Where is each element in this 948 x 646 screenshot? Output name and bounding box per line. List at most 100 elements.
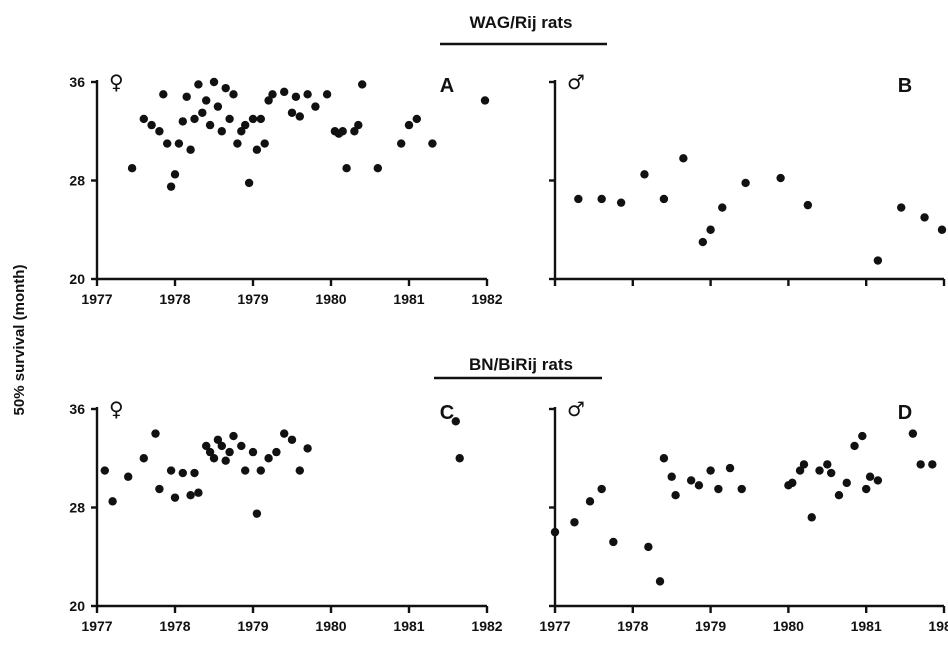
- data-point: [609, 537, 618, 547]
- data-point: [718, 203, 727, 212]
- data-point: [897, 203, 906, 212]
- y-tick-label: 36: [69, 401, 85, 417]
- data-point: [597, 484, 606, 494]
- sex-symbol: ♂: [567, 397, 585, 421]
- data-point: [350, 127, 359, 136]
- data-point: [229, 90, 238, 99]
- data-point: [574, 194, 583, 204]
- data-point: [659, 454, 669, 463]
- data-point: [213, 435, 223, 444]
- data-point: [186, 490, 195, 500]
- data-point: [244, 178, 254, 188]
- data-point: [412, 114, 421, 124]
- y-tick-label: 28: [69, 173, 85, 189]
- data-point: [108, 497, 117, 506]
- data-point: [248, 447, 258, 457]
- data-point: [342, 163, 351, 173]
- data-point: [686, 476, 696, 485]
- data-point: [225, 114, 234, 124]
- x-tick-label: 1978: [617, 618, 648, 634]
- data-point: [850, 441, 859, 451]
- y-axis-label: 50% survival (month): [11, 265, 28, 416]
- data-point: [480, 96, 490, 105]
- x-tick-label: 1982: [471, 618, 502, 634]
- data-point: [823, 460, 832, 469]
- data-point: [272, 447, 281, 457]
- data-point: [455, 454, 464, 463]
- data-point: [795, 466, 805, 475]
- data-point: [151, 429, 160, 438]
- data-point: [322, 90, 332, 99]
- data-point: [671, 490, 680, 500]
- data-point: [163, 139, 172, 148]
- data-point: [194, 488, 203, 497]
- y-tick-label: 20: [69, 271, 85, 287]
- data-point: [268, 90, 277, 99]
- data-point: [873, 256, 883, 265]
- data-point: [139, 454, 148, 463]
- x-tick-label: 1982: [928, 618, 948, 634]
- data-point: [287, 108, 297, 117]
- x-tick-label: 1979: [237, 291, 268, 307]
- data-point: [252, 509, 262, 518]
- data-point: [205, 447, 215, 457]
- data-point: [667, 472, 676, 481]
- data-point: [451, 417, 460, 426]
- data-point: [264, 96, 273, 105]
- data-point: [241, 466, 250, 475]
- data-point: [597, 194, 606, 204]
- data-point: [397, 139, 406, 148]
- data-point: [170, 493, 180, 502]
- data-point: [205, 120, 215, 130]
- data-point: [303, 90, 312, 99]
- data-point: [194, 80, 203, 89]
- x-tick-label: 1982: [471, 291, 502, 307]
- data-point: [834, 490, 844, 500]
- data-point: [640, 170, 649, 179]
- data-point: [287, 435, 297, 444]
- data-point: [213, 102, 223, 111]
- x-tick-label: 1980: [773, 618, 804, 634]
- data-point: [241, 120, 250, 130]
- data-point: [170, 170, 180, 179]
- data-point: [585, 497, 595, 506]
- data-point: [807, 513, 816, 522]
- data-point: [198, 108, 207, 117]
- panel-letter: D: [898, 402, 912, 424]
- data-point: [706, 466, 715, 475]
- data-point: [550, 527, 560, 537]
- data-point: [209, 77, 219, 87]
- data-point: [311, 102, 320, 111]
- data-point: [714, 484, 723, 494]
- data-point: [862, 484, 871, 494]
- panel-d: 1977 1978 1979 1980 1981 1982 ♂ D: [539, 397, 948, 634]
- sex-symbol: ♀: [109, 397, 124, 421]
- data-point: [190, 468, 199, 478]
- data-point: [127, 163, 137, 173]
- sex-symbol: ♂: [567, 70, 585, 94]
- data-point: [303, 444, 312, 453]
- data-point: [252, 145, 262, 154]
- data-point: [166, 466, 176, 475]
- data-point: [937, 225, 947, 234]
- data-point: [166, 182, 176, 191]
- panel-a: 20 28 36 1977 1978 1979 1980 1981 1982 ♀ A: [69, 70, 502, 307]
- data-point: [209, 454, 219, 463]
- data-point: [139, 114, 148, 124]
- data-point: [428, 139, 437, 148]
- x-tick-label: 1978: [159, 618, 190, 634]
- data-point: [202, 96, 211, 105]
- data-point: [178, 117, 187, 126]
- data-point: [865, 472, 875, 481]
- y-tick-label: 28: [69, 500, 85, 516]
- panel-letter: A: [440, 75, 454, 97]
- sex-symbol: ♀: [109, 70, 124, 94]
- data-point: [295, 466, 304, 475]
- data-point: [679, 154, 688, 163]
- x-tick-label: 1977: [81, 618, 112, 634]
- data-point: [159, 90, 168, 99]
- x-tick-label: 1979: [237, 618, 268, 634]
- data-point: [174, 139, 184, 148]
- data-point: [788, 478, 797, 488]
- data-point: [248, 114, 258, 124]
